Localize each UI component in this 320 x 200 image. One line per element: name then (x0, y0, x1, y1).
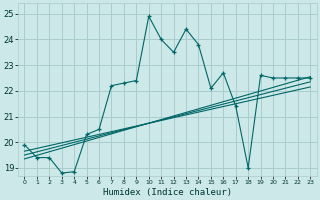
X-axis label: Humidex (Indice chaleur): Humidex (Indice chaleur) (103, 188, 232, 197)
